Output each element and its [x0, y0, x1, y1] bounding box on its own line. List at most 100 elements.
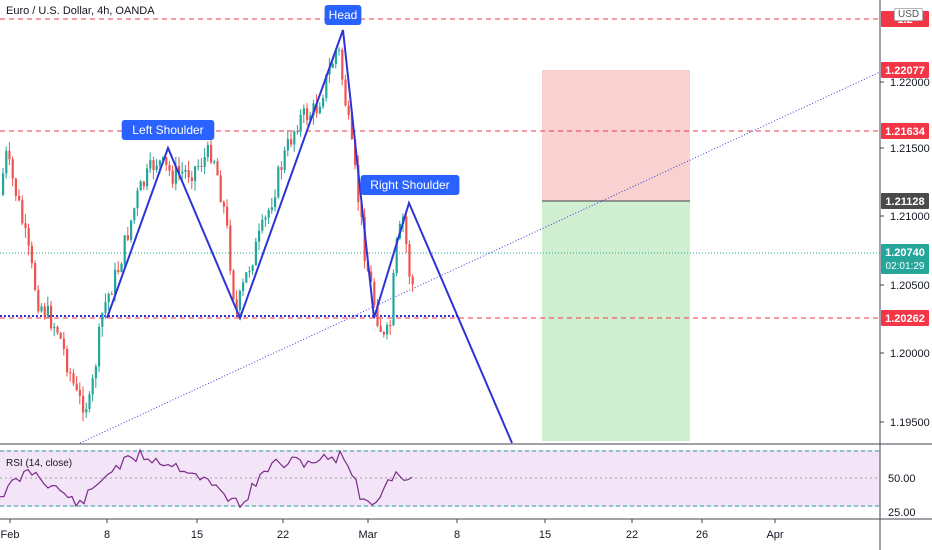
candle-body: [395, 238, 398, 273]
candle-body: [334, 50, 337, 64]
candle-body: [203, 156, 206, 167]
candle-body: [389, 324, 392, 326]
candle-body: [411, 276, 414, 285]
candle-body: [110, 293, 113, 295]
candle-body: [322, 97, 325, 107]
candle-body: [222, 202, 225, 207]
candle-body: [130, 220, 133, 240]
candle-body: [187, 169, 190, 178]
candle-body: [18, 195, 21, 201]
candle-body: [85, 408, 88, 413]
label-head-bg: [324, 5, 362, 25]
price-tag: 1.21128: [881, 193, 929, 209]
price-tick-label[interactable]: 1.19500: [890, 417, 930, 429]
price-tag: 1.22077: [881, 62, 929, 78]
time-tick-label[interactable]: Apr: [766, 529, 783, 541]
candle-body: [104, 302, 107, 314]
price-tag-bg: [881, 244, 929, 274]
candle-body: [11, 159, 14, 179]
candle-body: [155, 165, 158, 170]
candle-body: [251, 265, 254, 271]
candle-body: [8, 150, 11, 160]
pattern-line: [106, 29, 513, 444]
time-tick-label[interactable]: 8: [454, 529, 460, 541]
candle-body: [405, 216, 408, 245]
time-tick-label[interactable]: 22: [277, 529, 289, 541]
candle-body: [302, 108, 305, 115]
price-tick-label[interactable]: 1.21500: [890, 143, 930, 155]
time-tick-label[interactable]: Mar: [359, 529, 378, 541]
label-right-shoulder-bg: [360, 175, 460, 195]
price-tag-label[interactable]: 1.22077: [885, 65, 925, 77]
candle-body: [98, 326, 101, 367]
price-tick-label[interactable]: 1.21000: [890, 211, 930, 223]
candle-body: [309, 115, 312, 121]
rsi-label[interactable]: RSI (14, close): [6, 458, 73, 469]
price-tag-label[interactable]: 1.21128: [885, 196, 924, 208]
candle-body: [350, 115, 353, 140]
candle-body: [242, 282, 245, 291]
price-tick-label[interactable]: 1.20500: [890, 280, 930, 292]
candle-body: [2, 173, 5, 195]
candle-body: [373, 281, 376, 305]
candle-body: [146, 168, 149, 187]
candle-body: [27, 228, 30, 246]
label-right-shoulder: Right Shoulder: [360, 175, 460, 195]
label-left-shoulder-text[interactable]: Left Shoulder: [132, 123, 203, 137]
candle-body: [165, 157, 168, 165]
stop-loss-zone: [542, 70, 690, 201]
candle-body: [190, 177, 193, 182]
candle-body: [37, 289, 40, 312]
main-pane: [0, 0, 880, 443]
candle-body: [69, 372, 72, 374]
time-tick-label[interactable]: 15: [191, 529, 203, 541]
candle-body: [91, 378, 94, 395]
candle-body: [354, 139, 357, 165]
price-tick-label[interactable]: 1.20000: [890, 348, 930, 360]
candle-body: [40, 306, 43, 312]
candle-body: [101, 313, 104, 327]
candle-body: [392, 272, 395, 326]
candle-body: [30, 245, 33, 264]
candle-body: [171, 170, 174, 184]
time-tick-label[interactable]: 8: [104, 529, 110, 541]
candle-body: [168, 164, 171, 171]
candle-body: [210, 145, 213, 163]
label-head-text[interactable]: Head: [329, 8, 358, 22]
time-tick-label[interactable]: Feb: [1, 529, 20, 541]
rsi-tick-label[interactable]: 25.00: [888, 507, 916, 519]
candle-body: [248, 270, 251, 273]
time-tick-label[interactable]: 26: [696, 529, 708, 541]
candle-body: [325, 74, 328, 98]
candle-body: [158, 160, 161, 166]
time-tick-label[interactable]: 22: [626, 529, 638, 541]
candle-body: [261, 219, 264, 231]
price-tag-label[interactable]: 1.20740: [885, 247, 925, 259]
candle-body: [338, 49, 341, 51]
candle-body: [117, 269, 120, 273]
price-tag-label[interactable]: 1.21634: [885, 126, 926, 138]
candle-body: [88, 394, 91, 409]
currency-button[interactable]: USD: [894, 8, 924, 21]
time-tick-label[interactable]: 15: [539, 529, 551, 541]
label-right-shoulder-text[interactable]: Right Shoulder: [370, 178, 449, 192]
candle-body: [53, 326, 56, 329]
candles: [2, 47, 414, 422]
candle-body: [78, 390, 81, 396]
candle-body: [274, 197, 277, 208]
rsi-tick-label[interactable]: 50.00: [888, 473, 916, 485]
symbol-title[interactable]: Euro / U.S. Dollar, 4h, OANDA: [4, 4, 157, 18]
price-tag: 1.20262: [881, 310, 929, 326]
price-tag-bg: [881, 193, 929, 209]
candle-body: [280, 167, 283, 170]
rsi-line: [0, 448, 413, 509]
candle-body: [181, 171, 184, 174]
price-tick-label[interactable]: 1.22000: [890, 77, 930, 89]
candle-body: [331, 63, 334, 68]
price-tag-bg: [881, 123, 929, 139]
price-tag-label[interactable]: 1.20262: [885, 313, 925, 325]
candle-body: [219, 175, 222, 203]
candle-body: [229, 225, 232, 271]
candle-body: [107, 293, 110, 303]
